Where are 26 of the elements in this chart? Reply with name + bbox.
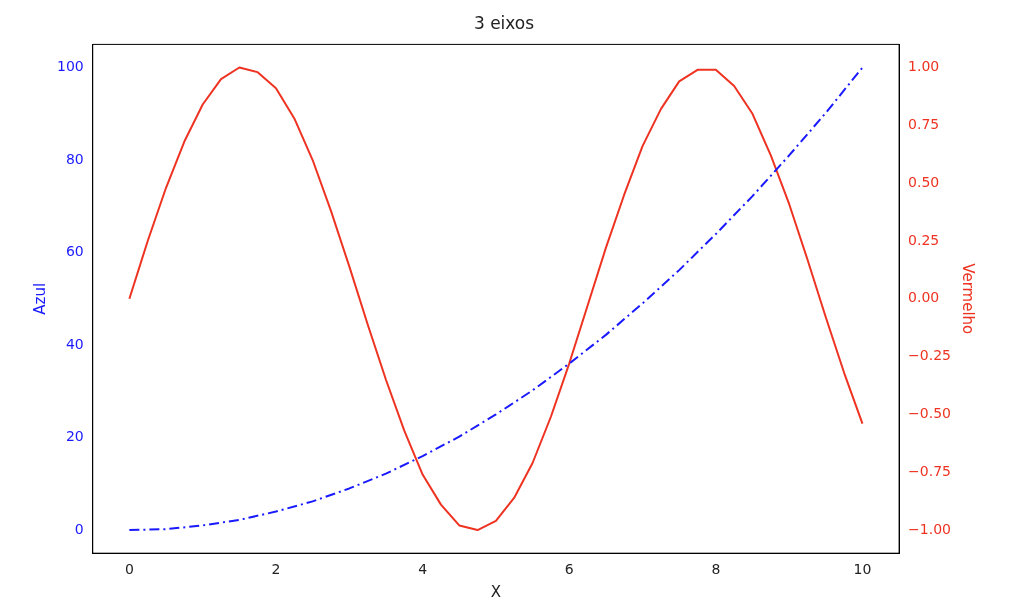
y-tick-label: 80 bbox=[65, 150, 84, 167]
y-tick-label: 40 bbox=[65, 335, 84, 352]
y2-axis-title: Vermelho bbox=[959, 263, 978, 335]
y2-tick-label: −0.25 bbox=[908, 347, 951, 364]
y2-tick-label: −0.50 bbox=[908, 405, 951, 422]
y-tick-label: 0 bbox=[74, 520, 84, 537]
y-tick-label: 100 bbox=[56, 58, 84, 75]
x-tick-label: 10 bbox=[853, 561, 872, 578]
x-tick-label: 2 bbox=[271, 561, 281, 578]
y-axis-title: Azul bbox=[30, 282, 49, 315]
y-tick-label: 60 bbox=[65, 243, 84, 260]
y-tick-label: 20 bbox=[65, 428, 84, 445]
x-tick-label: 8 bbox=[711, 561, 721, 578]
x-tick-label: 6 bbox=[564, 561, 574, 578]
y2-tick-label: 1.00 bbox=[908, 58, 940, 75]
line-series bbox=[128, 66, 864, 532]
x-tick-label: 0 bbox=[124, 561, 134, 578]
y2-tick-label: −0.75 bbox=[908, 462, 951, 479]
y2-tick-label: 0.75 bbox=[908, 115, 940, 132]
y2-tick-label: 0.00 bbox=[908, 289, 940, 306]
x-tick-label: 4 bbox=[418, 561, 428, 578]
chart-title: 3 eixos bbox=[473, 12, 535, 33]
x-axis-title: X bbox=[490, 582, 502, 601]
y2-tick-label: −1.00 bbox=[908, 520, 951, 537]
y2-tick-label: 0.50 bbox=[908, 173, 940, 190]
y2-tick-label: 0.25 bbox=[908, 231, 940, 248]
